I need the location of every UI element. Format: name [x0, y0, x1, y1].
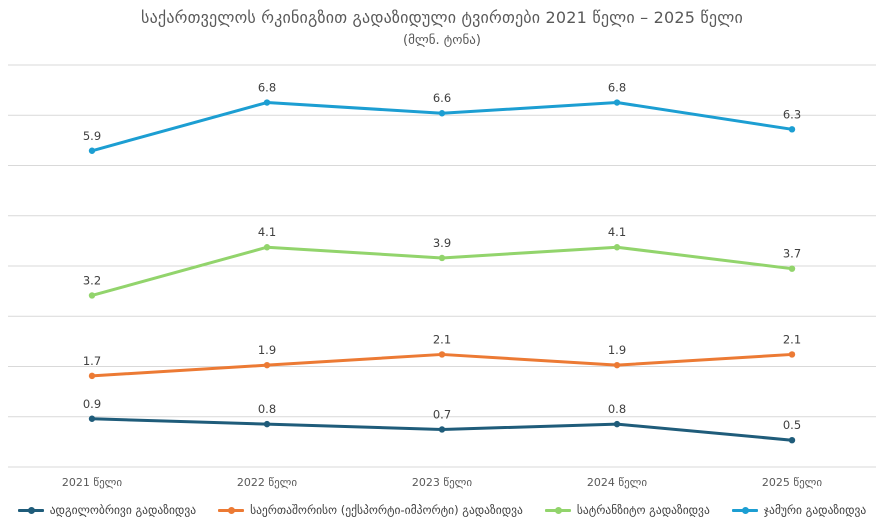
data-label: 0.7: [433, 407, 451, 421]
legend-item: ადგილობრივი გადაზიდვა: [17, 503, 197, 517]
data-point: [88, 415, 96, 422]
data-label: 6.8: [258, 81, 276, 95]
data-label: 0.8: [608, 402, 626, 416]
data-point: [263, 420, 271, 428]
data-label: 1.7: [83, 354, 101, 368]
series-line: [90, 352, 794, 378]
chart-subtitle: (მლნ. ტონა): [403, 33, 481, 48]
data-point: [263, 361, 271, 369]
data-point: [613, 361, 621, 369]
data-label: 3.2: [83, 273, 101, 287]
data-point: [613, 420, 621, 428]
chart-title: საქართველოს რკინიგზით გადაზიდული ტვირთებ…: [141, 8, 743, 27]
x-tick-label: 2021 წელი: [62, 476, 122, 489]
data-label: 1.9: [258, 343, 276, 357]
data-point: [88, 147, 96, 154]
data-point: [788, 351, 796, 358]
data-point: [263, 99, 271, 106]
data-point: [438, 426, 446, 433]
legend-swatch: [731, 506, 758, 514]
data-label: 0.5: [783, 418, 801, 432]
data-point: [438, 110, 446, 117]
data-label: 2.1: [433, 332, 451, 346]
data-label: 1.9: [608, 343, 626, 357]
legend-label: საერთაშორისო (ექსპორტი-იმპორტი) გადაზიდვ…: [250, 503, 523, 517]
data-point: [438, 254, 446, 262]
data-label: 0.9: [83, 397, 101, 411]
x-tick-label: 2025 წელი: [762, 476, 822, 489]
legend-item: სატრანზიტო გადაზიდვა: [544, 503, 710, 517]
x-tick-label: 2022 წელი: [237, 476, 297, 489]
data-point: [88, 372, 96, 380]
data-point: [788, 265, 796, 272]
data-label: 3.9: [433, 236, 451, 250]
legend-label: ჯამური გადაზიდვა: [763, 503, 867, 517]
series-line: [90, 101, 794, 153]
line-chart: 2021 წელი 2022 წელი 2023 წელი 2024 წელი 2025…: [8, 64, 876, 489]
legend-label: ადგილობრივი გადაზიდვა: [49, 503, 197, 517]
legend-swatch: [218, 506, 245, 514]
data-label: 4.1: [258, 225, 276, 239]
data-label: 3.7: [783, 247, 801, 261]
data-label: 4.1: [608, 225, 626, 239]
data-point: [438, 351, 446, 358]
legend-swatch: [544, 506, 571, 514]
legend-item: ჯამური გადაზიდვა: [731, 503, 867, 517]
legend-swatch: [17, 506, 44, 514]
chart-legend: ადგილობრივი გადაზიდვა საერთაშორისო (ექსპო…: [0, 500, 884, 520]
legend-label: სატრანზიტო გადაზიდვა: [576, 503, 710, 517]
data-label: 6.3: [783, 107, 801, 121]
data-point: [613, 244, 621, 251]
series-line: [90, 245, 794, 297]
data-point: [263, 244, 271, 251]
data-label: 0.8: [258, 402, 276, 416]
data-label: 6.8: [608, 81, 626, 95]
data-point: [613, 99, 621, 106]
legend-item: საერთაშორისო (ექსპორტი-იმპორტი) გადაზიდვ…: [218, 503, 523, 517]
data-label: 2.1: [783, 332, 801, 346]
data-label: 5.9: [83, 129, 101, 143]
x-tick-label: 2024 წელი: [587, 476, 647, 489]
data-point: [88, 292, 96, 299]
x-tick-label: 2023 წელი: [412, 476, 472, 489]
data-point: [788, 126, 796, 133]
data-label: 6.6: [433, 91, 451, 105]
data-point: [788, 437, 796, 444]
